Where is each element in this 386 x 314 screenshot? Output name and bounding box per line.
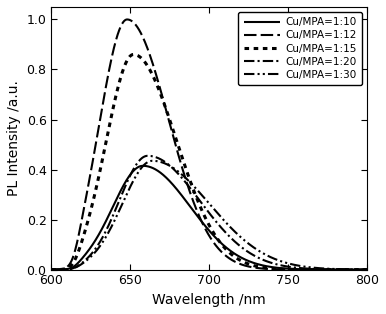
Cu/MPA=1:12 [365, 268, 369, 272]
Line: Cu/MPA=1:12: Cu/MPA=1:12 [51, 19, 367, 270]
Cu/MPA=1:15 [182, 161, 186, 165]
Cu/MPA=1:12 [355, 268, 360, 272]
Cu/MPA=1:20 [146, 154, 150, 158]
Cu/MPA=1:30 [49, 268, 54, 272]
Y-axis label: PL Intensity /a.u.: PL Intensity /a.u. [7, 80, 21, 196]
Cu/MPA=1:12 [182, 172, 186, 176]
Cu/MPA=1:15 [131, 53, 136, 57]
Cu/MPA=1:10 [184, 200, 189, 204]
Cu/MPA=1:10 [355, 268, 360, 272]
Line: Cu/MPA=1:10: Cu/MPA=1:10 [51, 166, 367, 270]
Cu/MPA=1:30 [184, 177, 189, 181]
Cu/MPA=1:12 [184, 180, 189, 184]
Cu/MPA=1:20 [339, 268, 344, 271]
Cu/MPA=1:10 [278, 266, 283, 270]
Cu/MPA=1:15 [365, 268, 369, 272]
Cu/MPA=1:12 [49, 268, 54, 272]
Cu/MPA=1:20 [184, 182, 189, 186]
Line: Cu/MPA=1:30: Cu/MPA=1:30 [51, 161, 367, 270]
Cu/MPA=1:12 [339, 268, 344, 272]
Cu/MPA=1:10 [199, 219, 204, 223]
Cu/MPA=1:30 [199, 193, 204, 197]
Cu/MPA=1:20 [182, 179, 186, 182]
Cu/MPA=1:10 [141, 164, 145, 168]
Cu/MPA=1:12 [278, 268, 283, 271]
Cu/MPA=1:15 [339, 268, 344, 272]
Cu/MPA=1:20 [199, 201, 204, 205]
Cu/MPA=1:15 [199, 208, 204, 211]
Cu/MPA=1:20 [365, 268, 369, 272]
Legend: Cu/MPA=1:10, Cu/MPA=1:12, Cu/MPA=1:15, Cu/MPA=1:20, Cu/MPA=1:30: Cu/MPA=1:10, Cu/MPA=1:12, Cu/MPA=1:15, C… [239, 12, 362, 85]
X-axis label: Wavelength /nm: Wavelength /nm [152, 293, 266, 307]
Cu/MPA=1:20 [49, 268, 54, 272]
Cu/MPA=1:30 [355, 268, 360, 271]
Cu/MPA=1:15 [184, 169, 189, 173]
Cu/MPA=1:20 [278, 263, 283, 267]
Cu/MPA=1:10 [365, 268, 369, 272]
Line: Cu/MPA=1:15: Cu/MPA=1:15 [51, 55, 367, 270]
Cu/MPA=1:20 [355, 268, 360, 272]
Cu/MPA=1:30 [150, 159, 155, 163]
Line: Cu/MPA=1:20: Cu/MPA=1:20 [51, 156, 367, 270]
Cu/MPA=1:10 [49, 268, 54, 272]
Cu/MPA=1:15 [49, 268, 54, 272]
Cu/MPA=1:15 [355, 268, 360, 272]
Cu/MPA=1:30 [278, 259, 283, 263]
Cu/MPA=1:10 [182, 197, 186, 200]
Cu/MPA=1:12 [199, 219, 204, 223]
Cu/MPA=1:30 [182, 175, 186, 178]
Cu/MPA=1:12 [125, 18, 129, 21]
Cu/MPA=1:30 [339, 267, 344, 271]
Cu/MPA=1:15 [278, 267, 283, 271]
Cu/MPA=1:10 [339, 268, 344, 272]
Cu/MPA=1:30 [365, 268, 369, 271]
